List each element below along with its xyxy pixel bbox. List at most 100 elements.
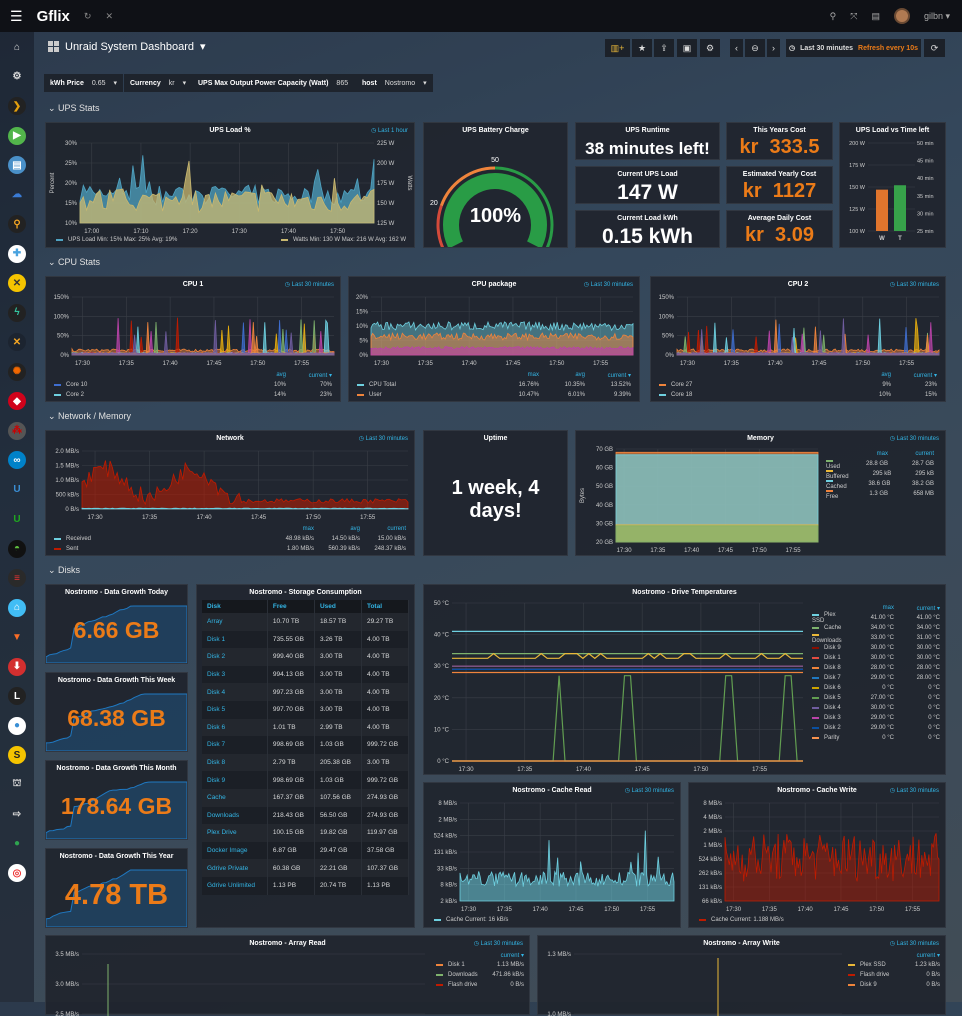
home-icon[interactable]: ⌂ bbox=[13, 41, 21, 53]
panel-title[interactable]: Nostromo - Array Write bbox=[703, 940, 780, 947]
panel-title[interactable]: Nostromo - Storage Consumption bbox=[249, 589, 362, 596]
avatar[interactable] bbox=[893, 8, 910, 24]
legend-column[interactable]: current ▾ bbox=[500, 952, 524, 959]
panel-title[interactable]: CPU 2 bbox=[787, 281, 809, 288]
panel-title[interactable]: Nostromo - Data Growth This Week bbox=[57, 677, 176, 684]
close-icon[interactable]: ✕ bbox=[105, 10, 113, 21]
fullscreen-icon[interactable]: ⤧ bbox=[850, 10, 858, 21]
panel-title[interactable]: Current UPS Load bbox=[617, 171, 678, 178]
refresh-icon[interactable]: ↻ bbox=[83, 10, 92, 21]
panel-title[interactable]: Nostromo - Drive Temperatures bbox=[632, 589, 737, 596]
user-menu[interactable]: gilbn ▾ bbox=[923, 10, 950, 21]
grafana-icon[interactable]: ✺ bbox=[8, 362, 26, 381]
legend-item[interactable]: Disk 9 0 B/s bbox=[848, 980, 940, 990]
legend-item[interactable]: Core 2 14% 23% bbox=[54, 390, 332, 400]
legend-item[interactable]: Plex SSD 41.00 °C 41.00 °C bbox=[812, 612, 940, 624]
legend-item[interactable]: Sent 1.80 MB/s 560.39 kB/s 248.37 kB/s bbox=[54, 544, 406, 554]
legend-column[interactable]: avg bbox=[575, 372, 585, 378]
panel-title[interactable]: Estimated Yearly Cost bbox=[742, 171, 817, 178]
legend-column[interactable]: avg bbox=[350, 526, 360, 532]
legend-item[interactable]: Downloads 33.00 °C 31.00 °C bbox=[812, 633, 940, 644]
legend-column[interactable]: current ▾ bbox=[607, 372, 631, 379]
legend-item[interactable]: Flash drive 0 B/s bbox=[436, 980, 524, 990]
legend-item[interactable]: Flash drive 0 B/s bbox=[848, 970, 940, 980]
panel-title[interactable]: Nostromo - Data Growth Today bbox=[65, 589, 168, 596]
radarr-icon[interactable]: ✕ bbox=[8, 274, 26, 292]
legend-item[interactable]: Disk 8 28.00 °C 28.00 °C bbox=[812, 663, 940, 673]
legend-item[interactable]: Free 1.3 GB 658 MB bbox=[826, 489, 934, 500]
legend-column[interactable]: current ▾ bbox=[308, 372, 332, 379]
legend-ups-load[interactable]: UPS Load Min: 15% Max: 25% Avg: 19% bbox=[56, 237, 177, 243]
legend-column[interactable]: max bbox=[302, 526, 314, 532]
gear-icon[interactable]: ⚙ bbox=[12, 71, 22, 82]
legend-item[interactable]: Core 10 10% 70% bbox=[54, 380, 332, 390]
panel-title[interactable]: Memory bbox=[747, 435, 774, 442]
legend-watts[interactable]: Watts Min: 130 W Max: 216 W Avg: 162 W bbox=[280, 237, 406, 243]
panel-title[interactable]: CPU 1 bbox=[182, 281, 204, 288]
bookmark-icon[interactable]: ▤ bbox=[871, 10, 880, 21]
legend-item[interactable]: Disk 9 30.00 °C 30.00 °C bbox=[812, 643, 940, 653]
download-icon[interactable]: ⬇ bbox=[8, 657, 26, 676]
legend-item[interactable]: Disk 1 1.13 MB/s bbox=[436, 960, 524, 970]
row-network-memory[interactable]: ⌄ Network / Memory bbox=[48, 411, 132, 421]
refresh-button[interactable]: ⟳ bbox=[924, 39, 945, 57]
drop-icon[interactable]: ● bbox=[8, 716, 26, 735]
save-button[interactable]: ▣ bbox=[677, 39, 697, 57]
search-icon[interactable]: ⚲ bbox=[8, 215, 26, 233]
u-green-icon[interactable]: U bbox=[13, 513, 21, 525]
legend-item[interactable]: CPU Total 16.76% 10.35% 13.52% bbox=[357, 380, 631, 390]
app-icon[interactable]: ▤ bbox=[8, 156, 26, 174]
gitlab-icon[interactable]: ▼ bbox=[12, 631, 22, 643]
variable-ups-capacity[interactable]: UPS Max Output Power Capacity (Watt)865▾ bbox=[192, 74, 366, 92]
panel-title[interactable]: Current Load kWh bbox=[617, 215, 678, 222]
legend-item[interactable]: Plex SSD 1.23 kB/s bbox=[848, 960, 940, 970]
variable-host[interactable]: host Nostromo ▾ bbox=[356, 74, 433, 92]
panel-title[interactable]: Nostromo - Array Read bbox=[249, 940, 326, 947]
dots-icon[interactable]: ⁂ bbox=[8, 421, 26, 440]
lightning-icon[interactable]: ϟ bbox=[8, 303, 26, 322]
legend-item[interactable]: Core 27 9% 23% bbox=[659, 380, 937, 390]
legend-cache-write[interactable]: Cache Current: 1.188 MB/s bbox=[699, 917, 784, 923]
row-ups-stats[interactable]: ⌄ UPS Stats bbox=[48, 103, 100, 113]
nextcloud-icon[interactable]: ∞ bbox=[8, 451, 26, 469]
row-disks[interactable]: ⌄ Disks bbox=[48, 565, 81, 575]
github-icon[interactable]: ● bbox=[13, 838, 21, 849]
time-back-button[interactable]: ‹ bbox=[730, 39, 743, 57]
home-assistant-icon[interactable]: ⌂ bbox=[8, 598, 26, 617]
panel-title[interactable]: Uptime bbox=[483, 435, 508, 442]
legend-item[interactable]: Core 18 10% 15% bbox=[659, 390, 937, 400]
legend-item[interactable]: User 10.47% 6.01% 9.39% bbox=[357, 390, 631, 400]
dashboard-title[interactable]: Unraid System Dashboard ▾ bbox=[48, 40, 206, 53]
time-forward-button[interactable]: › bbox=[767, 39, 780, 57]
sonarr-icon[interactable]: ✕ bbox=[8, 333, 26, 351]
zoom-out-button[interactable]: ⊖ bbox=[745, 39, 765, 57]
panel-title[interactable]: Network bbox=[216, 435, 244, 442]
variable-kwh-price[interactable]: kWh Price 0.65 ▾ bbox=[44, 74, 123, 92]
column-header[interactable]: Used bbox=[314, 600, 362, 613]
settings-button[interactable]: ⚙ bbox=[700, 39, 720, 57]
legend-item[interactable]: Parity 0 °C 0 °C bbox=[812, 733, 940, 743]
panel-title[interactable]: CPU package bbox=[471, 281, 517, 288]
panel-title[interactable]: Average Daily Cost bbox=[747, 215, 812, 222]
plex-icon[interactable]: ❯ bbox=[8, 97, 26, 115]
legend-item[interactable]: Received 48.98 kB/s 14.50 kB/s 15.00 kB/s bbox=[54, 534, 406, 544]
legend-item[interactable]: Buffered 295 kB 295 kB bbox=[826, 469, 934, 480]
panel-title[interactable]: UPS Battery Charge bbox=[462, 127, 529, 134]
panel-title[interactable]: Nostromo - Data Growth This Year bbox=[59, 853, 174, 860]
search-icon[interactable]: ⚲ bbox=[829, 10, 837, 21]
column-header[interactable]: Total bbox=[361, 600, 410, 613]
legend-item[interactable]: Cached 38.6 GB 38.2 GB bbox=[826, 479, 934, 490]
legend-item[interactable]: Used 28.8 GB 28.7 GB bbox=[826, 459, 934, 470]
legend-item[interactable]: Downloads 471.86 kB/s bbox=[436, 970, 524, 980]
lifebuoy-red-icon[interactable]: ◎ bbox=[8, 864, 26, 882]
legend-item[interactable]: Disk 1 30.00 °C 30.00 °C bbox=[812, 653, 940, 663]
legend-item[interactable]: Disk 7 29.00 °C 28.00 °C bbox=[812, 673, 940, 683]
row-cpu-stats[interactable]: ⌄ CPU Stats bbox=[48, 257, 101, 267]
legend-item[interactable]: Disk 5 27.00 °C 0 °C bbox=[812, 693, 940, 703]
shield-icon[interactable]: ◆ bbox=[8, 392, 26, 410]
panel-title[interactable]: This Years Cost bbox=[753, 127, 806, 134]
legend-cache-read[interactable]: Cache Current: 16 kB/s bbox=[434, 917, 508, 923]
lifebuoy-icon[interactable]: ✚ bbox=[8, 244, 26, 263]
legend-column[interactable]: avg bbox=[276, 372, 286, 378]
panel-title[interactable]: Nostromo - Data Growth This Month bbox=[56, 765, 177, 772]
